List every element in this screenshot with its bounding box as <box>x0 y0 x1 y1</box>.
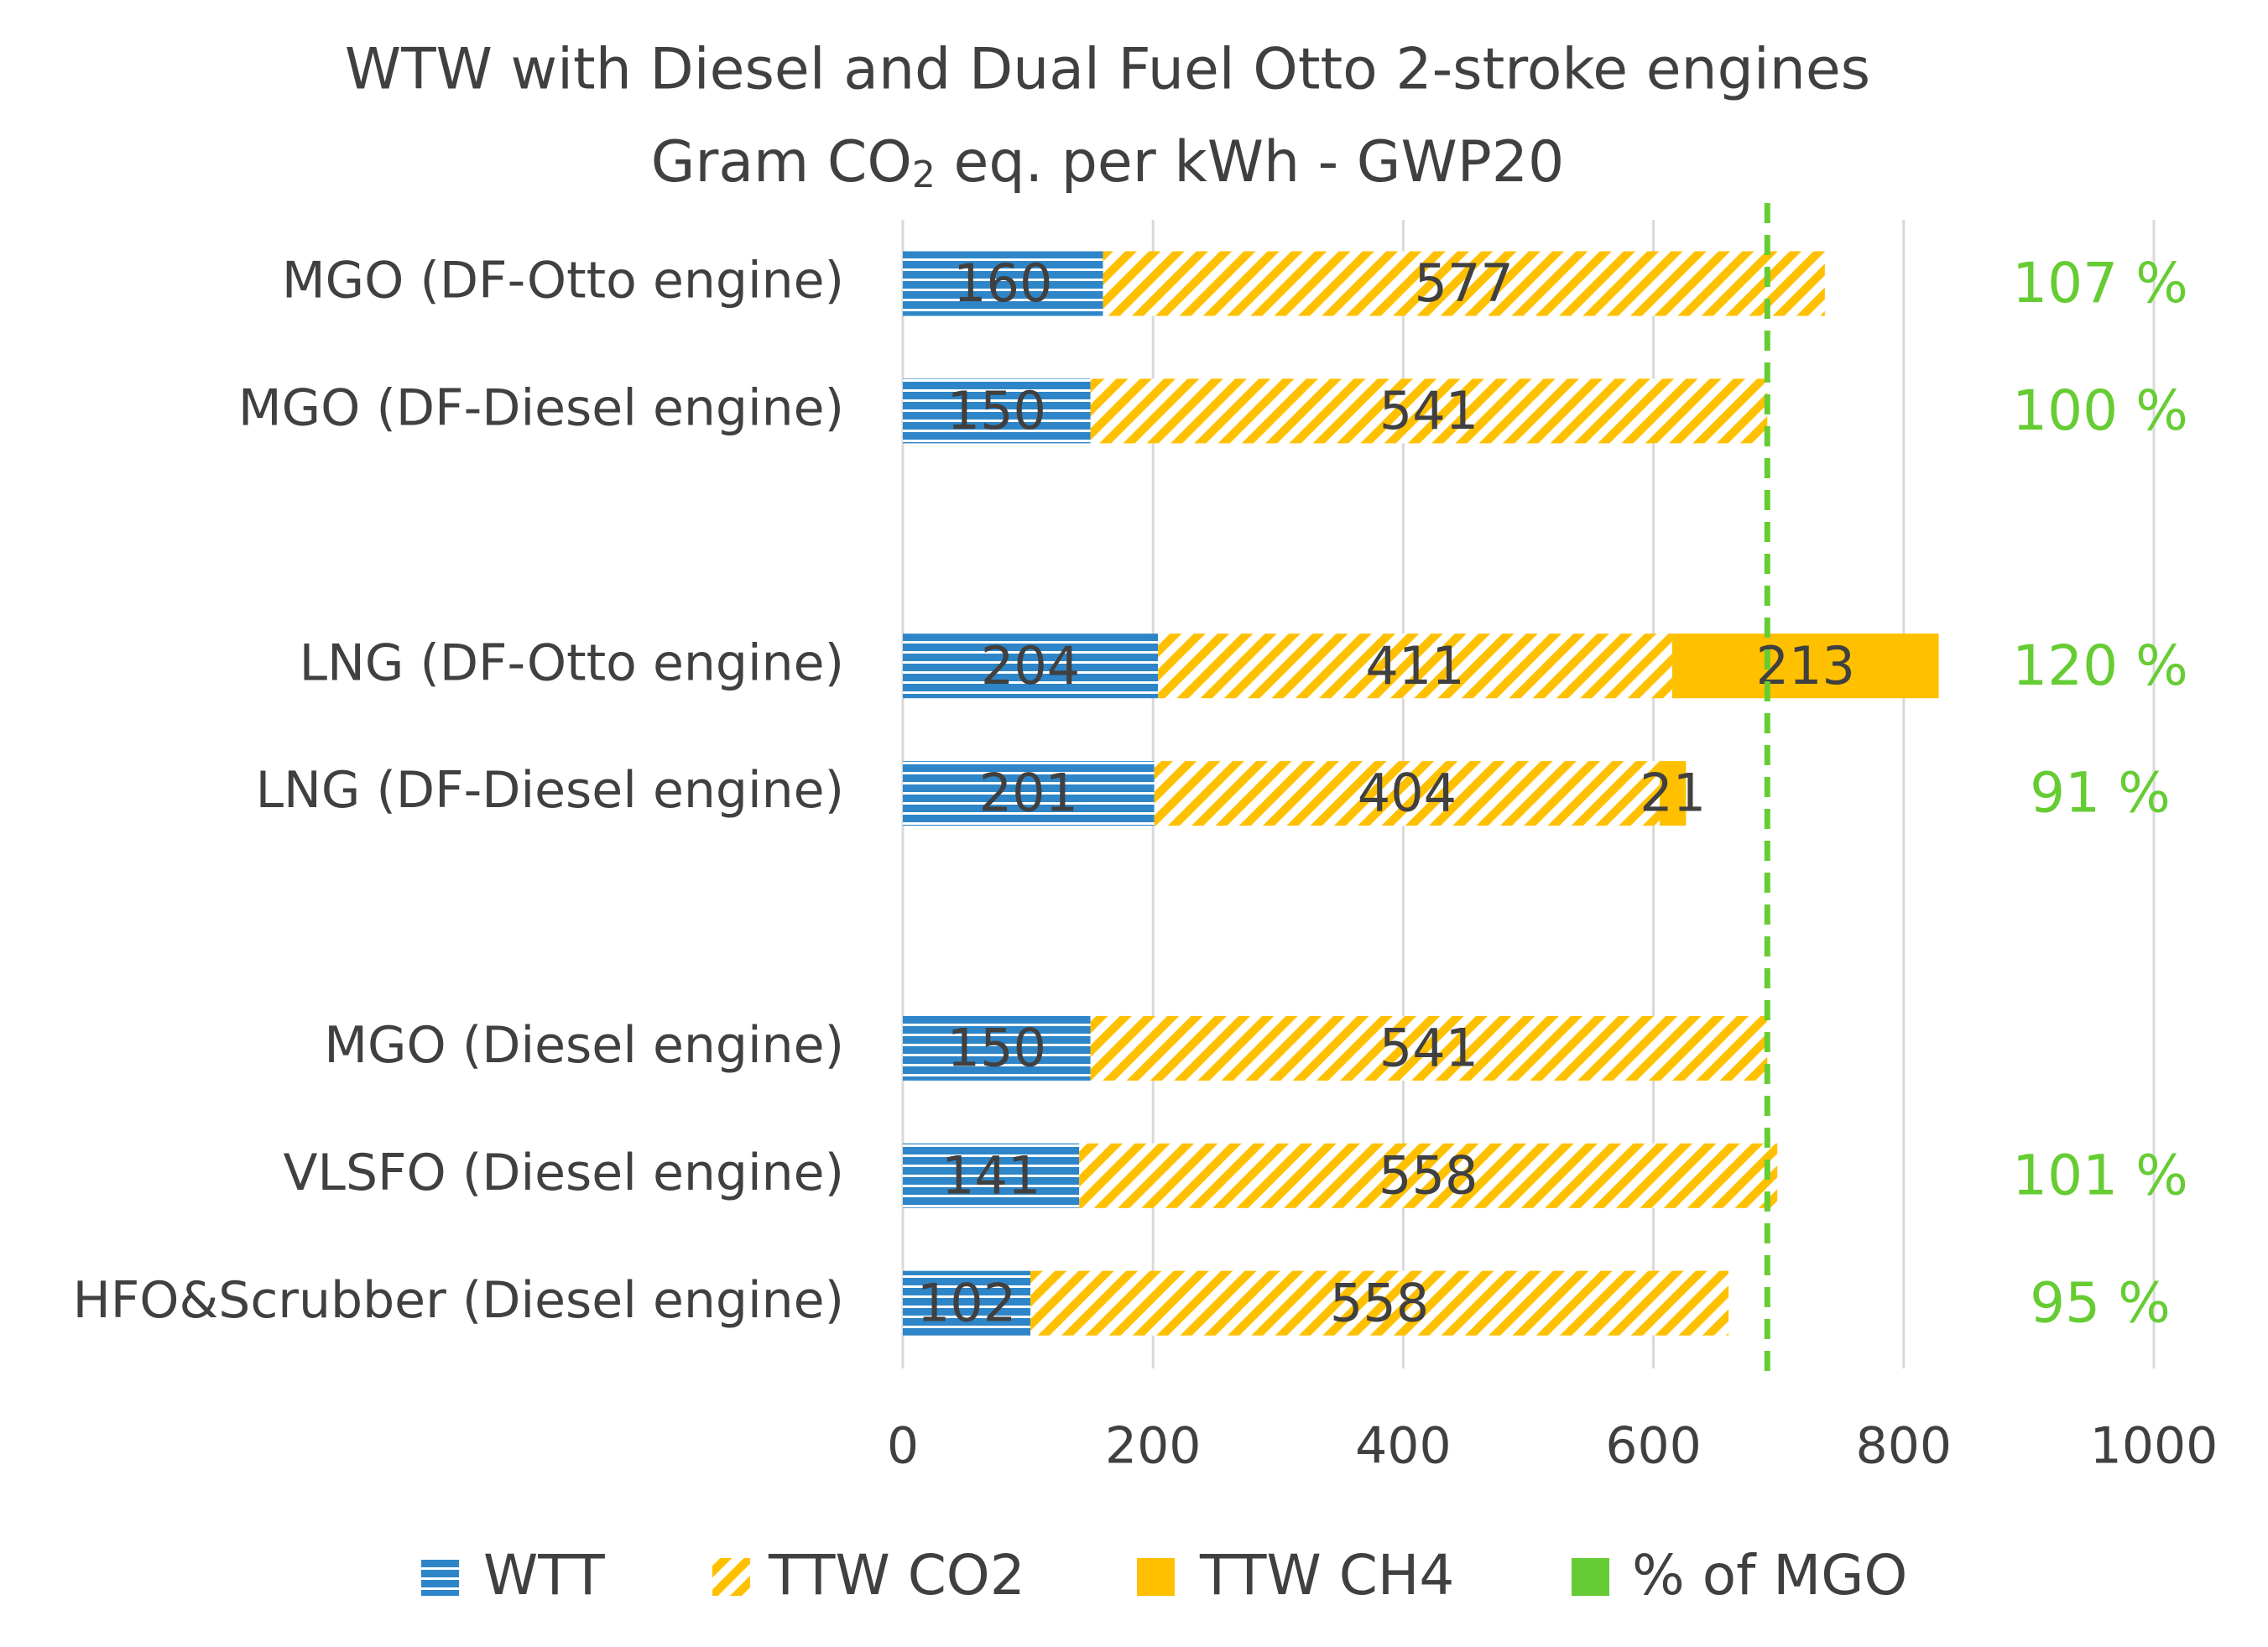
legend-label: % of MGO <box>1632 1543 1907 1608</box>
legend-label: TTW CH4 <box>1199 1543 1454 1608</box>
percent-label: 91 % <box>2030 761 2171 826</box>
bar-segment <box>903 251 1103 316</box>
y-tick-label: VLSFO (Diesel engine) <box>283 1144 844 1202</box>
percent-label: 100 % <box>2012 378 2188 443</box>
data-label: 204 <box>981 635 1080 696</box>
chart-title: WTW with Diesel and Dual Fuel Otto 2-str… <box>345 37 1870 103</box>
legend-label: WTT <box>483 1543 605 1608</box>
bar-segment <box>1030 1270 1729 1336</box>
data-label: 411 <box>1365 635 1464 696</box>
subtitle-subscript: 2 <box>912 154 936 196</box>
bar-segment <box>1103 251 1825 316</box>
bar-segment <box>903 1143 1080 1208</box>
bar-segment <box>1079 1143 1778 1208</box>
data-label: 102 <box>917 1272 1016 1333</box>
legend-swatch <box>712 1558 750 1596</box>
bar-segment <box>1660 761 1687 826</box>
legend-swatch <box>1137 1558 1175 1596</box>
data-label: 577 <box>1415 253 1514 314</box>
y-tick-label: HFO&Scrubber (Diesel engine) <box>73 1271 844 1330</box>
percent-label: 107 % <box>2012 251 2188 315</box>
y-tick-label: MGO (Diesel engine) <box>324 1016 844 1075</box>
data-label: 141 <box>941 1144 1040 1206</box>
data-label: 558 <box>1330 1272 1429 1333</box>
x-tick-label: 0 <box>887 1417 919 1476</box>
percent-label: 120 % <box>2012 633 2188 698</box>
x-tick-label: 200 <box>1105 1417 1202 1476</box>
data-label: 541 <box>1379 380 1478 441</box>
y-tick-label: MGO (DF-Otto engine) <box>282 252 844 310</box>
legend-swatch <box>1572 1558 1609 1596</box>
y-tick-label: LNG (DF-Otto engine) <box>300 633 844 692</box>
bar-segment <box>1671 633 1939 699</box>
bar-segment <box>1090 1015 1768 1081</box>
bar-segment <box>903 633 1159 699</box>
bar-segment <box>1158 633 1672 699</box>
subtitle-part: eq. per kWh - GWP20 <box>936 129 1564 195</box>
data-label: 404 <box>1358 763 1457 824</box>
y-tick-label: MGO (DF-Diesel engine) <box>238 378 844 437</box>
bar-segment <box>903 378 1091 444</box>
data-label: 21 <box>1640 763 1706 824</box>
data-label: 541 <box>1379 1017 1478 1078</box>
percent-label: 95 % <box>2030 1270 2171 1335</box>
subtitle-part: Gram CO <box>651 129 912 195</box>
bar-segment <box>903 1015 1091 1081</box>
x-tick-label: 800 <box>1856 1417 1953 1476</box>
y-tick-label: LNG (DF-Diesel engine) <box>256 761 844 820</box>
data-label: 150 <box>947 380 1046 441</box>
bar-segment <box>903 1270 1031 1336</box>
data-label: 160 <box>953 253 1052 314</box>
x-tick-label: 1000 <box>2090 1417 2218 1476</box>
x-tick-label: 600 <box>1605 1417 1702 1476</box>
percent-label: 101 % <box>2012 1143 2188 1207</box>
data-label: 558 <box>1379 1144 1478 1206</box>
bar-segment <box>903 761 1155 826</box>
bar-segment <box>1090 378 1768 444</box>
legend-label: TTW CO2 <box>768 1543 1025 1608</box>
data-label: 213 <box>1756 635 1855 696</box>
legend-swatch <box>421 1558 459 1596</box>
bar-segment <box>1154 761 1661 826</box>
data-label: 201 <box>979 763 1078 824</box>
chart-subtitle: Gram CO2 eq. per kWh - GWP20 <box>651 129 1565 196</box>
data-label: 150 <box>947 1017 1046 1078</box>
x-tick-label: 400 <box>1355 1417 1452 1476</box>
